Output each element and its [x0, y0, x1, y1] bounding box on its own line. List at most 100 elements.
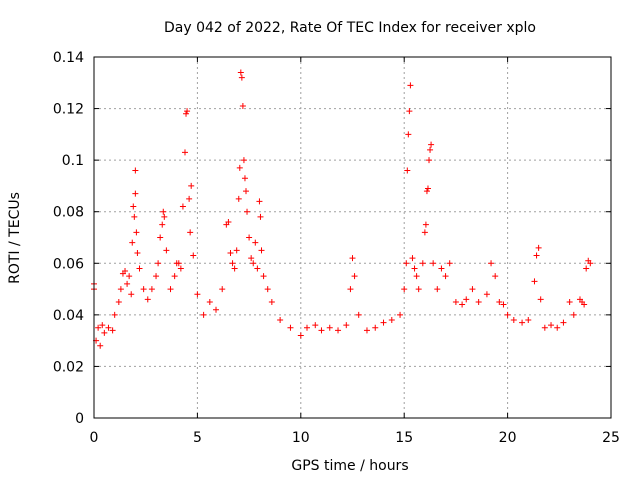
- data-point: [541, 324, 548, 331]
- data-point: [240, 157, 247, 164]
- data-point: [304, 324, 311, 331]
- x-tick-label: 10: [292, 430, 310, 446]
- data-point: [132, 167, 139, 174]
- data-point: [407, 82, 414, 89]
- data-point: [510, 317, 517, 324]
- data-point: [413, 273, 420, 280]
- data-point: [363, 327, 370, 334]
- data-point: [242, 188, 249, 195]
- data-point: [177, 265, 184, 272]
- data-point: [349, 255, 356, 262]
- data-point: [219, 286, 226, 293]
- data-point: [183, 110, 190, 117]
- data-point: [213, 306, 220, 313]
- data-point: [277, 317, 284, 324]
- data-point: [194, 291, 201, 298]
- data-point: [581, 301, 588, 308]
- data-point: [235, 195, 242, 202]
- data-point: [403, 260, 410, 267]
- data-point: [109, 327, 116, 334]
- data-point: [475, 298, 482, 305]
- data-point: [438, 265, 445, 272]
- data-point: [419, 260, 426, 267]
- data-point: [97, 342, 104, 349]
- data-point: [187, 229, 194, 236]
- data-point: [181, 149, 188, 156]
- data-point: [525, 317, 532, 324]
- data-point: [343, 322, 350, 329]
- data-point: [496, 298, 503, 305]
- data-point: [179, 203, 186, 210]
- data-point: [134, 249, 141, 256]
- data-point: [442, 273, 449, 280]
- data-point: [519, 319, 526, 326]
- data-point: [236, 164, 243, 171]
- data-point: [155, 260, 162, 267]
- data-point: [157, 234, 164, 241]
- data-point: [452, 298, 459, 305]
- data-point: [252, 239, 259, 246]
- data-point: [231, 265, 238, 272]
- y-tick-label: 0.14: [53, 50, 84, 66]
- x-tick-label: 20: [499, 430, 517, 446]
- data-point: [422, 221, 429, 228]
- x-tick-label: 25: [602, 430, 620, 446]
- data-point: [190, 252, 197, 259]
- data-point: [426, 157, 433, 164]
- data-point: [238, 74, 245, 81]
- data-point: [533, 252, 540, 259]
- data-point: [258, 247, 265, 254]
- data-point: [570, 311, 577, 318]
- data-point: [140, 286, 147, 293]
- data-point: [163, 247, 170, 254]
- data-point: [404, 167, 411, 174]
- data-point: [233, 247, 240, 254]
- data-point: [488, 260, 495, 267]
- data-point: [167, 286, 174, 293]
- grid-lines: [94, 57, 611, 418]
- data-point: [136, 265, 143, 272]
- data-point: [423, 188, 430, 195]
- data-point: [548, 322, 555, 329]
- data-point: [237, 69, 244, 76]
- y-tick-label: 0.08: [53, 205, 84, 221]
- data-point: [130, 203, 137, 210]
- data-point: [129, 239, 136, 246]
- data-point: [406, 108, 413, 115]
- data-point: [531, 278, 538, 285]
- data-point: [241, 175, 248, 182]
- data-point: [244, 208, 251, 215]
- data-point: [254, 265, 261, 272]
- data-point: [95, 324, 102, 331]
- data-point: [459, 301, 466, 308]
- data-point: [312, 322, 319, 329]
- data-point: [171, 273, 178, 280]
- data-point: [206, 298, 213, 305]
- x-tick-label: 5: [193, 430, 202, 446]
- y-tick-label: 0.1: [62, 153, 84, 169]
- data-point: [159, 221, 166, 228]
- data-point: [126, 273, 133, 280]
- axis-ticks: 0 5 10 15 20 25 0 0.02 0.04 0.06 0.08 0.1 0.12 0.14: [53, 50, 620, 446]
- data-point: [105, 324, 112, 331]
- data-point: [246, 234, 253, 241]
- data-point: [256, 198, 263, 205]
- data-point: [500, 301, 507, 308]
- data-point: [148, 286, 155, 293]
- data-point: [492, 273, 499, 280]
- data-point: [175, 260, 182, 267]
- data-point: [161, 213, 168, 220]
- data-point: [424, 185, 431, 192]
- data-point: [260, 273, 267, 280]
- data-point: [537, 296, 544, 303]
- data-point: [566, 298, 573, 305]
- data-point: [554, 324, 561, 331]
- data-point: [225, 219, 232, 226]
- data-point: [227, 249, 234, 256]
- data-point: [268, 298, 275, 305]
- data-point: [446, 260, 453, 267]
- chart-title: Day 042 of 2022, Rate Of TEC Index for r…: [164, 20, 536, 36]
- data-point: [587, 260, 594, 267]
- plot-frame: [93, 56, 612, 419]
- data-point: [160, 208, 167, 215]
